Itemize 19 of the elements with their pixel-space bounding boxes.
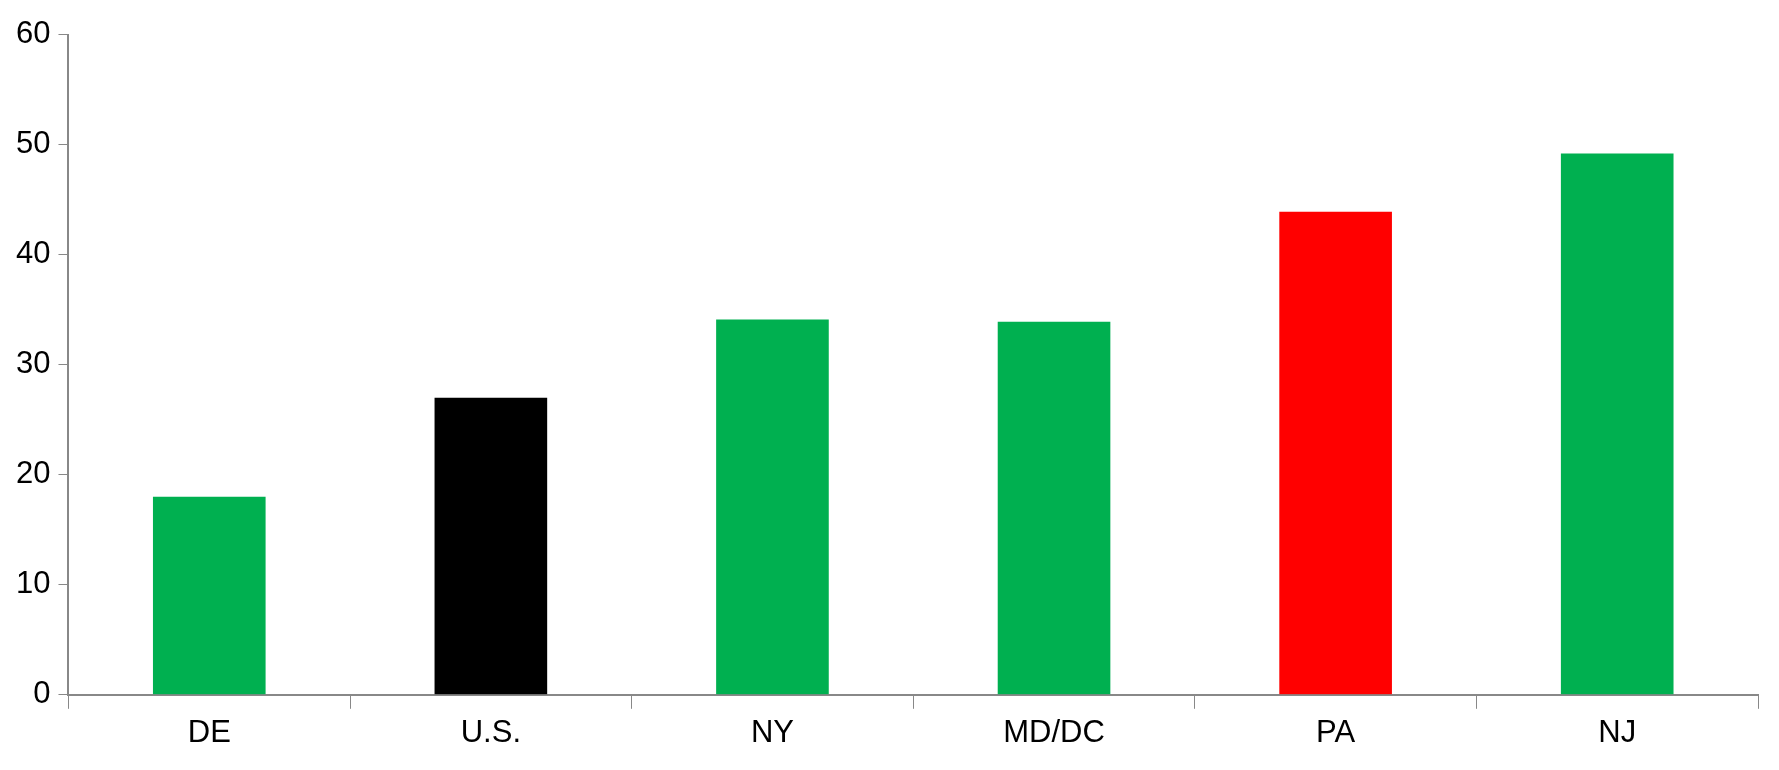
x-tick-label: NJ: [1598, 713, 1637, 749]
y-tick-label: 30: [16, 345, 51, 381]
bar: [434, 397, 548, 695]
x-tick-label: NY: [750, 713, 794, 749]
bar: [1279, 211, 1392, 695]
x-tick-label: MD/DC: [1003, 713, 1105, 749]
x-tick-label: DE: [187, 713, 231, 749]
bar: [716, 319, 829, 695]
y-tick-label: 10: [16, 565, 51, 601]
y-tick-label: 0: [33, 675, 51, 711]
x-tick-label: U.S.: [460, 713, 522, 749]
y-tick-label: 40: [16, 235, 51, 271]
x-tick-label: PA: [1316, 713, 1356, 749]
y-tick-label: 20: [16, 455, 51, 491]
bar: [997, 321, 1111, 695]
bar: [152, 496, 266, 695]
y-tick-label: 50: [16, 125, 51, 161]
bar: [1560, 153, 1674, 695]
y-tick-label: 60: [16, 15, 51, 51]
